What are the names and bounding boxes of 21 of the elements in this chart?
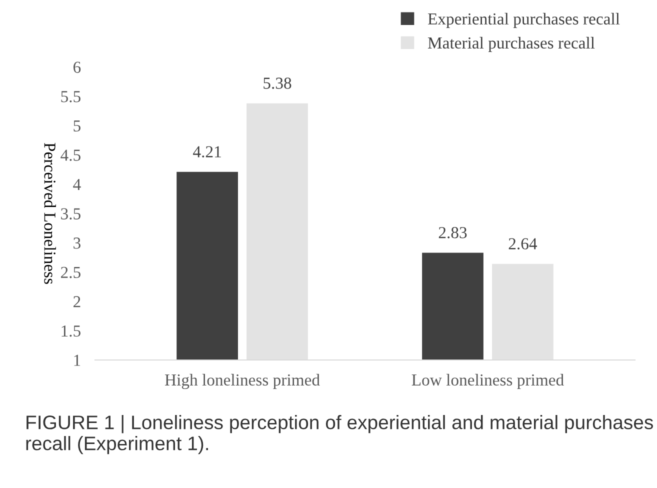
y-tick-label: 2.5 [61, 266, 80, 278]
data-label: 2.64 [508, 238, 538, 250]
y-tick-label: 3.5 [61, 208, 80, 220]
y-tick-label: 5.5 [61, 91, 80, 102]
y-tick-label: 4 [73, 179, 81, 190]
y-tick-label: 6 [73, 62, 81, 73]
y-tick-label: 1 [74, 354, 80, 366]
y-tick-label: 1.5 [62, 325, 80, 337]
y-tick-label: 2 [74, 296, 80, 308]
data-label: 4.21 [193, 146, 221, 158]
x-tick-label: Low loneliness primed [412, 374, 564, 390]
caption: FIGURE 1 | Loneliness perception of experiential and material purchases recall (Experiment 1). [26, 415, 653, 454]
y-tick-label: 5 [74, 120, 80, 132]
legend-label: Material purchases recall [428, 36, 595, 52]
data-label: 2.83 [438, 227, 467, 238]
x-tick-label: High loneliness primed [164, 374, 320, 390]
y-tick-label: 4.5 [60, 150, 80, 161]
legend-label: Experiential purchases recall [428, 12, 620, 28]
y-axis-title: Perceived Loneliness [44, 142, 56, 284]
y-tick-label: 3 [74, 238, 80, 249]
data-label: 5.38 [264, 78, 292, 89]
